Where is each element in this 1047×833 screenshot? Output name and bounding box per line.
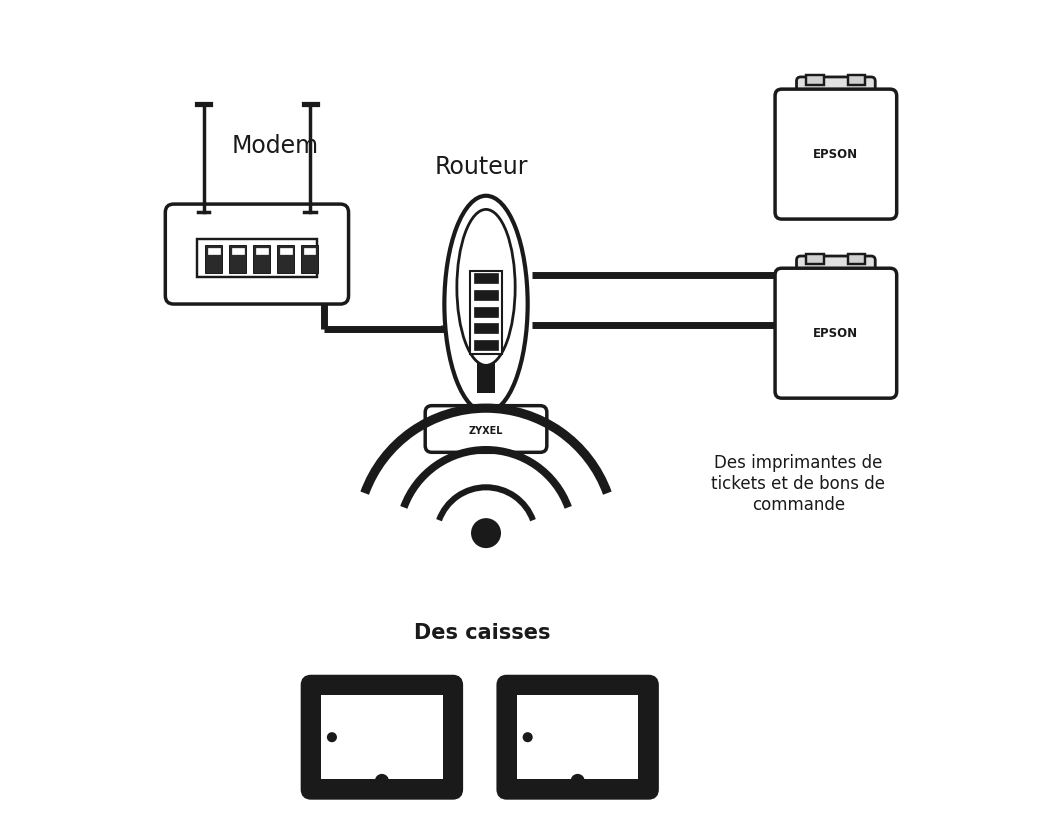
- FancyBboxPatch shape: [775, 268, 896, 398]
- Circle shape: [572, 775, 583, 786]
- Bar: [253, 245, 270, 273]
- FancyBboxPatch shape: [425, 406, 547, 452]
- Circle shape: [471, 518, 502, 548]
- Circle shape: [376, 775, 387, 786]
- Bar: [474, 273, 498, 283]
- Bar: [474, 323, 498, 333]
- Bar: [302, 245, 317, 273]
- Circle shape: [524, 733, 532, 741]
- Text: EPSON: EPSON: [814, 327, 859, 340]
- Bar: [848, 254, 866, 264]
- FancyBboxPatch shape: [303, 676, 461, 798]
- Bar: [205, 245, 222, 273]
- Text: ZYXEL: ZYXEL: [469, 426, 504, 436]
- Bar: [806, 254, 824, 264]
- Bar: [470, 271, 502, 354]
- Bar: [197, 240, 317, 277]
- Bar: [207, 248, 220, 253]
- FancyBboxPatch shape: [165, 204, 349, 304]
- Text: Routeur: Routeur: [436, 155, 529, 178]
- Bar: [231, 248, 244, 253]
- Text: Des caisses: Des caisses: [414, 623, 550, 643]
- Bar: [474, 340, 498, 350]
- Bar: [304, 248, 315, 253]
- Bar: [474, 290, 498, 300]
- Bar: [476, 215, 495, 393]
- FancyBboxPatch shape: [797, 77, 875, 107]
- Bar: [229, 245, 246, 273]
- Bar: [517, 695, 639, 780]
- Bar: [255, 248, 268, 253]
- Text: Des imprimantes de
tickets et de bons de
commande: Des imprimantes de tickets et de bons de…: [711, 454, 886, 514]
- Text: EPSON: EPSON: [814, 147, 859, 161]
- Bar: [280, 248, 291, 253]
- Text: Modem: Modem: [232, 134, 319, 157]
- Bar: [277, 245, 294, 273]
- FancyBboxPatch shape: [797, 256, 875, 286]
- Circle shape: [328, 733, 336, 741]
- Bar: [806, 75, 824, 85]
- Bar: [474, 307, 498, 317]
- Ellipse shape: [444, 196, 528, 412]
- FancyBboxPatch shape: [498, 676, 656, 798]
- Bar: [848, 75, 866, 85]
- FancyBboxPatch shape: [775, 89, 896, 219]
- Bar: [321, 695, 443, 780]
- Ellipse shape: [456, 209, 515, 366]
